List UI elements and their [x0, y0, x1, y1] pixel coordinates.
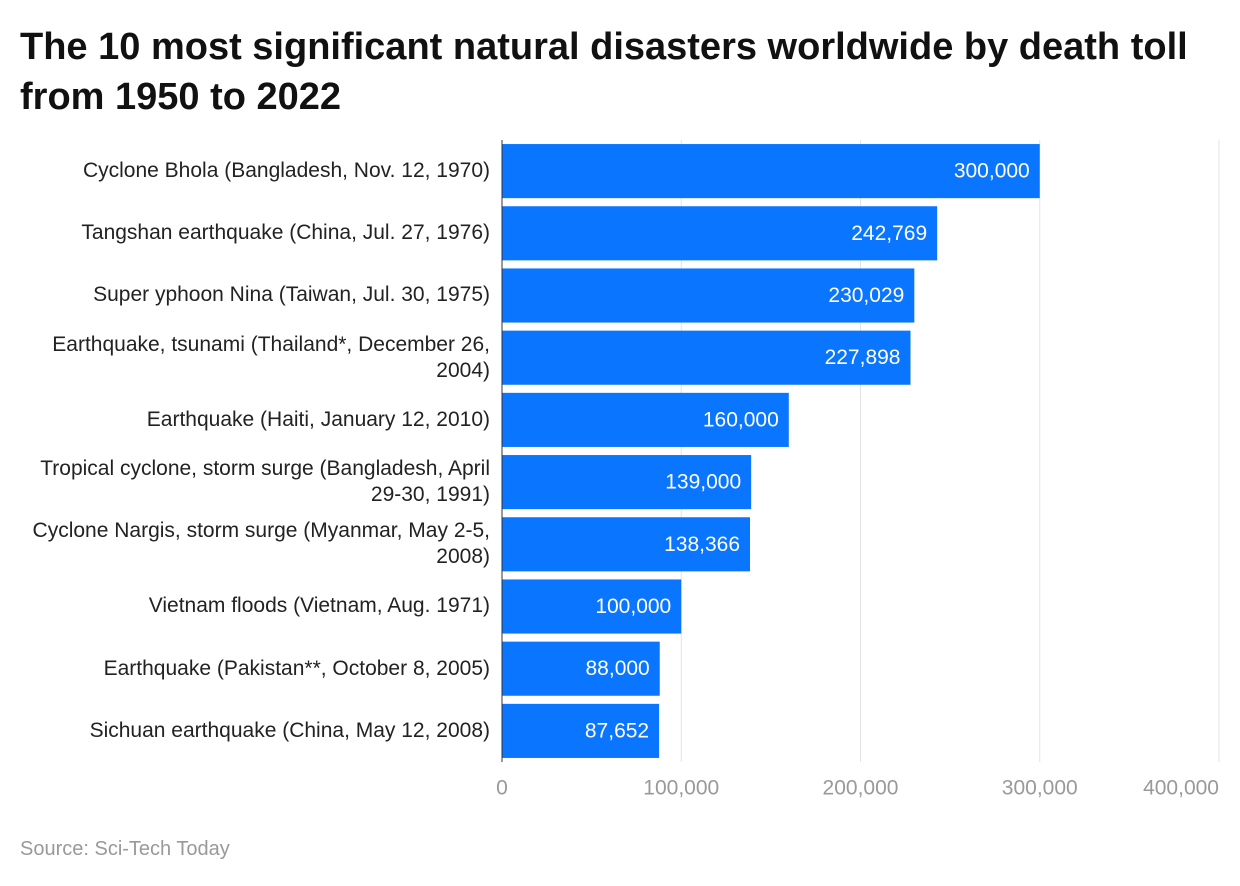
value-label: 242,769 — [851, 222, 927, 245]
bar — [502, 392, 789, 447]
value-label: 300,000 — [954, 160, 1030, 183]
y-tick-label: Cyclone Bhola (Bangladesh, Nov. 12, 1970… — [82, 159, 490, 183]
x-tick-label: 200,000 — [823, 777, 899, 800]
x-tick-label: 0 — [496, 777, 508, 800]
value-label: 100,000 — [595, 595, 671, 618]
y-tick-label: Earthquake (Haiti, January 12, 2010) — [146, 407, 490, 431]
bar — [502, 703, 660, 758]
y-tick-label: Earthquake, tsunami (Thailand*, December… — [52, 332, 490, 382]
value-label: 139,000 — [665, 471, 741, 494]
value-label: 227,898 — [825, 346, 901, 369]
bar — [502, 330, 911, 385]
x-tick-label: 300,000 — [1002, 777, 1078, 800]
y-tick-label: Tropical cyclone, storm surge (Banglades… — [40, 457, 490, 507]
y-tick-label: Super yphoon Nina (Taiwan, Jul. 30, 1975… — [93, 283, 490, 307]
value-label: 230,029 — [828, 284, 904, 307]
value-label: 138,366 — [664, 533, 740, 556]
y-tick-label: Vietnam floods (Vietnam, Aug. 1971) — [148, 594, 490, 618]
x-tick-label: 100,000 — [643, 777, 719, 800]
y-tick-label: Earthquake (Pakistan**, October 8, 2005) — [103, 656, 490, 680]
bar — [502, 517, 751, 572]
y-tick-label: Sichuan earthquake (China, May 12, 2008) — [89, 718, 490, 742]
y-tick-label: Tangshan earthquake (China, Jul. 27, 197… — [81, 221, 490, 245]
bar — [502, 579, 682, 634]
x-tick-label: 400,000 — [1143, 777, 1219, 800]
source: Source: Sci-Tech Today — [20, 838, 230, 860]
value-label: 88,000 — [586, 657, 650, 680]
bar — [502, 144, 1040, 199]
value-label: 87,652 — [585, 719, 649, 742]
bar — [502, 455, 752, 510]
y-tick-label: Cyclone Nargis, storm surge (Myanmar, Ma… — [32, 519, 490, 569]
value-label: 160,000 — [703, 408, 779, 431]
bar — [502, 268, 915, 323]
bar — [502, 641, 660, 696]
chart-title: The 10 most significant natural disaster… — [20, 26, 1188, 118]
bar — [502, 206, 938, 261]
